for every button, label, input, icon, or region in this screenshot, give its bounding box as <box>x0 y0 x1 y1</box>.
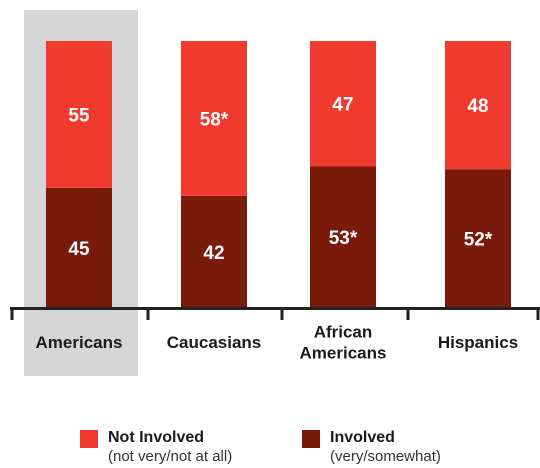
x-tick-label-hispanics: Hispanics <box>438 333 518 352</box>
legend-swatch-not-involved <box>80 430 98 448</box>
bar-involved-caucasians <box>181 195 247 308</box>
data-label-involved-americans: 45 <box>68 239 90 260</box>
x-tick-label-african-americans: African Americans <box>300 323 387 363</box>
bar-not-involved-african-americans <box>310 41 376 167</box>
x-tick-label-caucasians: Caucasians <box>167 333 262 352</box>
data-label-not-involved-americans: 55 <box>68 105 90 126</box>
bar-not-involved-americans <box>46 41 112 188</box>
legend-item-not-involved: Not Involved (not very/not at all) <box>80 428 232 466</box>
legend-note-involved: (very/somewhat) <box>330 448 441 465</box>
data-label-not-involved-hispanics: 48 <box>467 96 488 117</box>
legend-label-involved: Involved <box>330 429 395 446</box>
x-tick-label-americans: Americans <box>36 333 123 352</box>
legend-swatch-involved <box>302 430 320 448</box>
bar-involved-hispanics <box>445 169 511 308</box>
legend-note-not-involved: (not very/not at all) <box>108 448 233 465</box>
bar-involved-americans <box>46 187 112 308</box>
bar-involved-african-americans <box>310 166 376 308</box>
bar-not-involved-caucasians <box>181 41 247 196</box>
legend-item-involved: Involved (very/somewhat) <box>302 428 441 466</box>
data-label-involved-caucasians: 42 <box>203 243 224 264</box>
data-label-not-involved-african-americans: 47 <box>332 95 353 116</box>
stacked-bar-chart: 45 55 42 58* 53* 47 52* 48 Americans Caucasians Af… <box>10 10 540 376</box>
data-label-involved-african-americans: 53* <box>329 228 358 249</box>
data-label-involved-hispanics: 52* <box>464 230 493 251</box>
bar-not-involved-hispanics <box>445 41 511 170</box>
data-label-not-involved-caucasians: 58* <box>200 109 229 130</box>
legend-label-not-involved: Not Involved <box>108 429 205 446</box>
